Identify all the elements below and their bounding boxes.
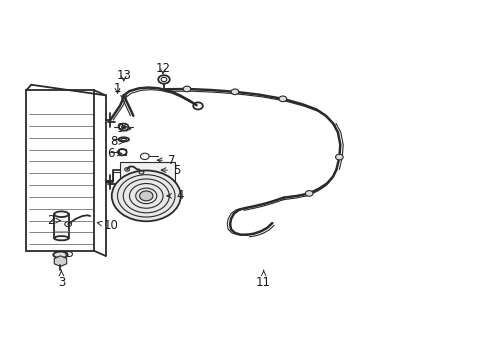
Circle shape xyxy=(112,171,181,221)
Text: 4: 4 xyxy=(166,189,183,202)
Circle shape xyxy=(183,86,190,92)
Text: 13: 13 xyxy=(116,69,131,82)
Ellipse shape xyxy=(54,236,68,240)
Text: 10: 10 xyxy=(97,219,119,232)
Text: 1: 1 xyxy=(114,82,121,95)
Text: 7: 7 xyxy=(157,154,175,167)
Ellipse shape xyxy=(54,211,68,217)
Circle shape xyxy=(231,89,238,95)
Text: 11: 11 xyxy=(256,270,271,289)
Text: 9: 9 xyxy=(116,122,130,135)
Text: 8: 8 xyxy=(110,135,123,148)
Text: 12: 12 xyxy=(155,62,170,75)
Polygon shape xyxy=(120,162,175,196)
Circle shape xyxy=(121,125,126,129)
Text: 3: 3 xyxy=(58,270,65,289)
Polygon shape xyxy=(54,256,66,266)
Ellipse shape xyxy=(53,252,67,258)
Text: 5: 5 xyxy=(161,164,180,177)
Circle shape xyxy=(279,96,286,102)
Circle shape xyxy=(305,190,312,196)
Circle shape xyxy=(139,191,153,201)
Text: 6: 6 xyxy=(107,147,122,160)
Bar xyxy=(54,214,68,238)
Text: 2: 2 xyxy=(46,214,61,227)
Circle shape xyxy=(335,154,343,160)
